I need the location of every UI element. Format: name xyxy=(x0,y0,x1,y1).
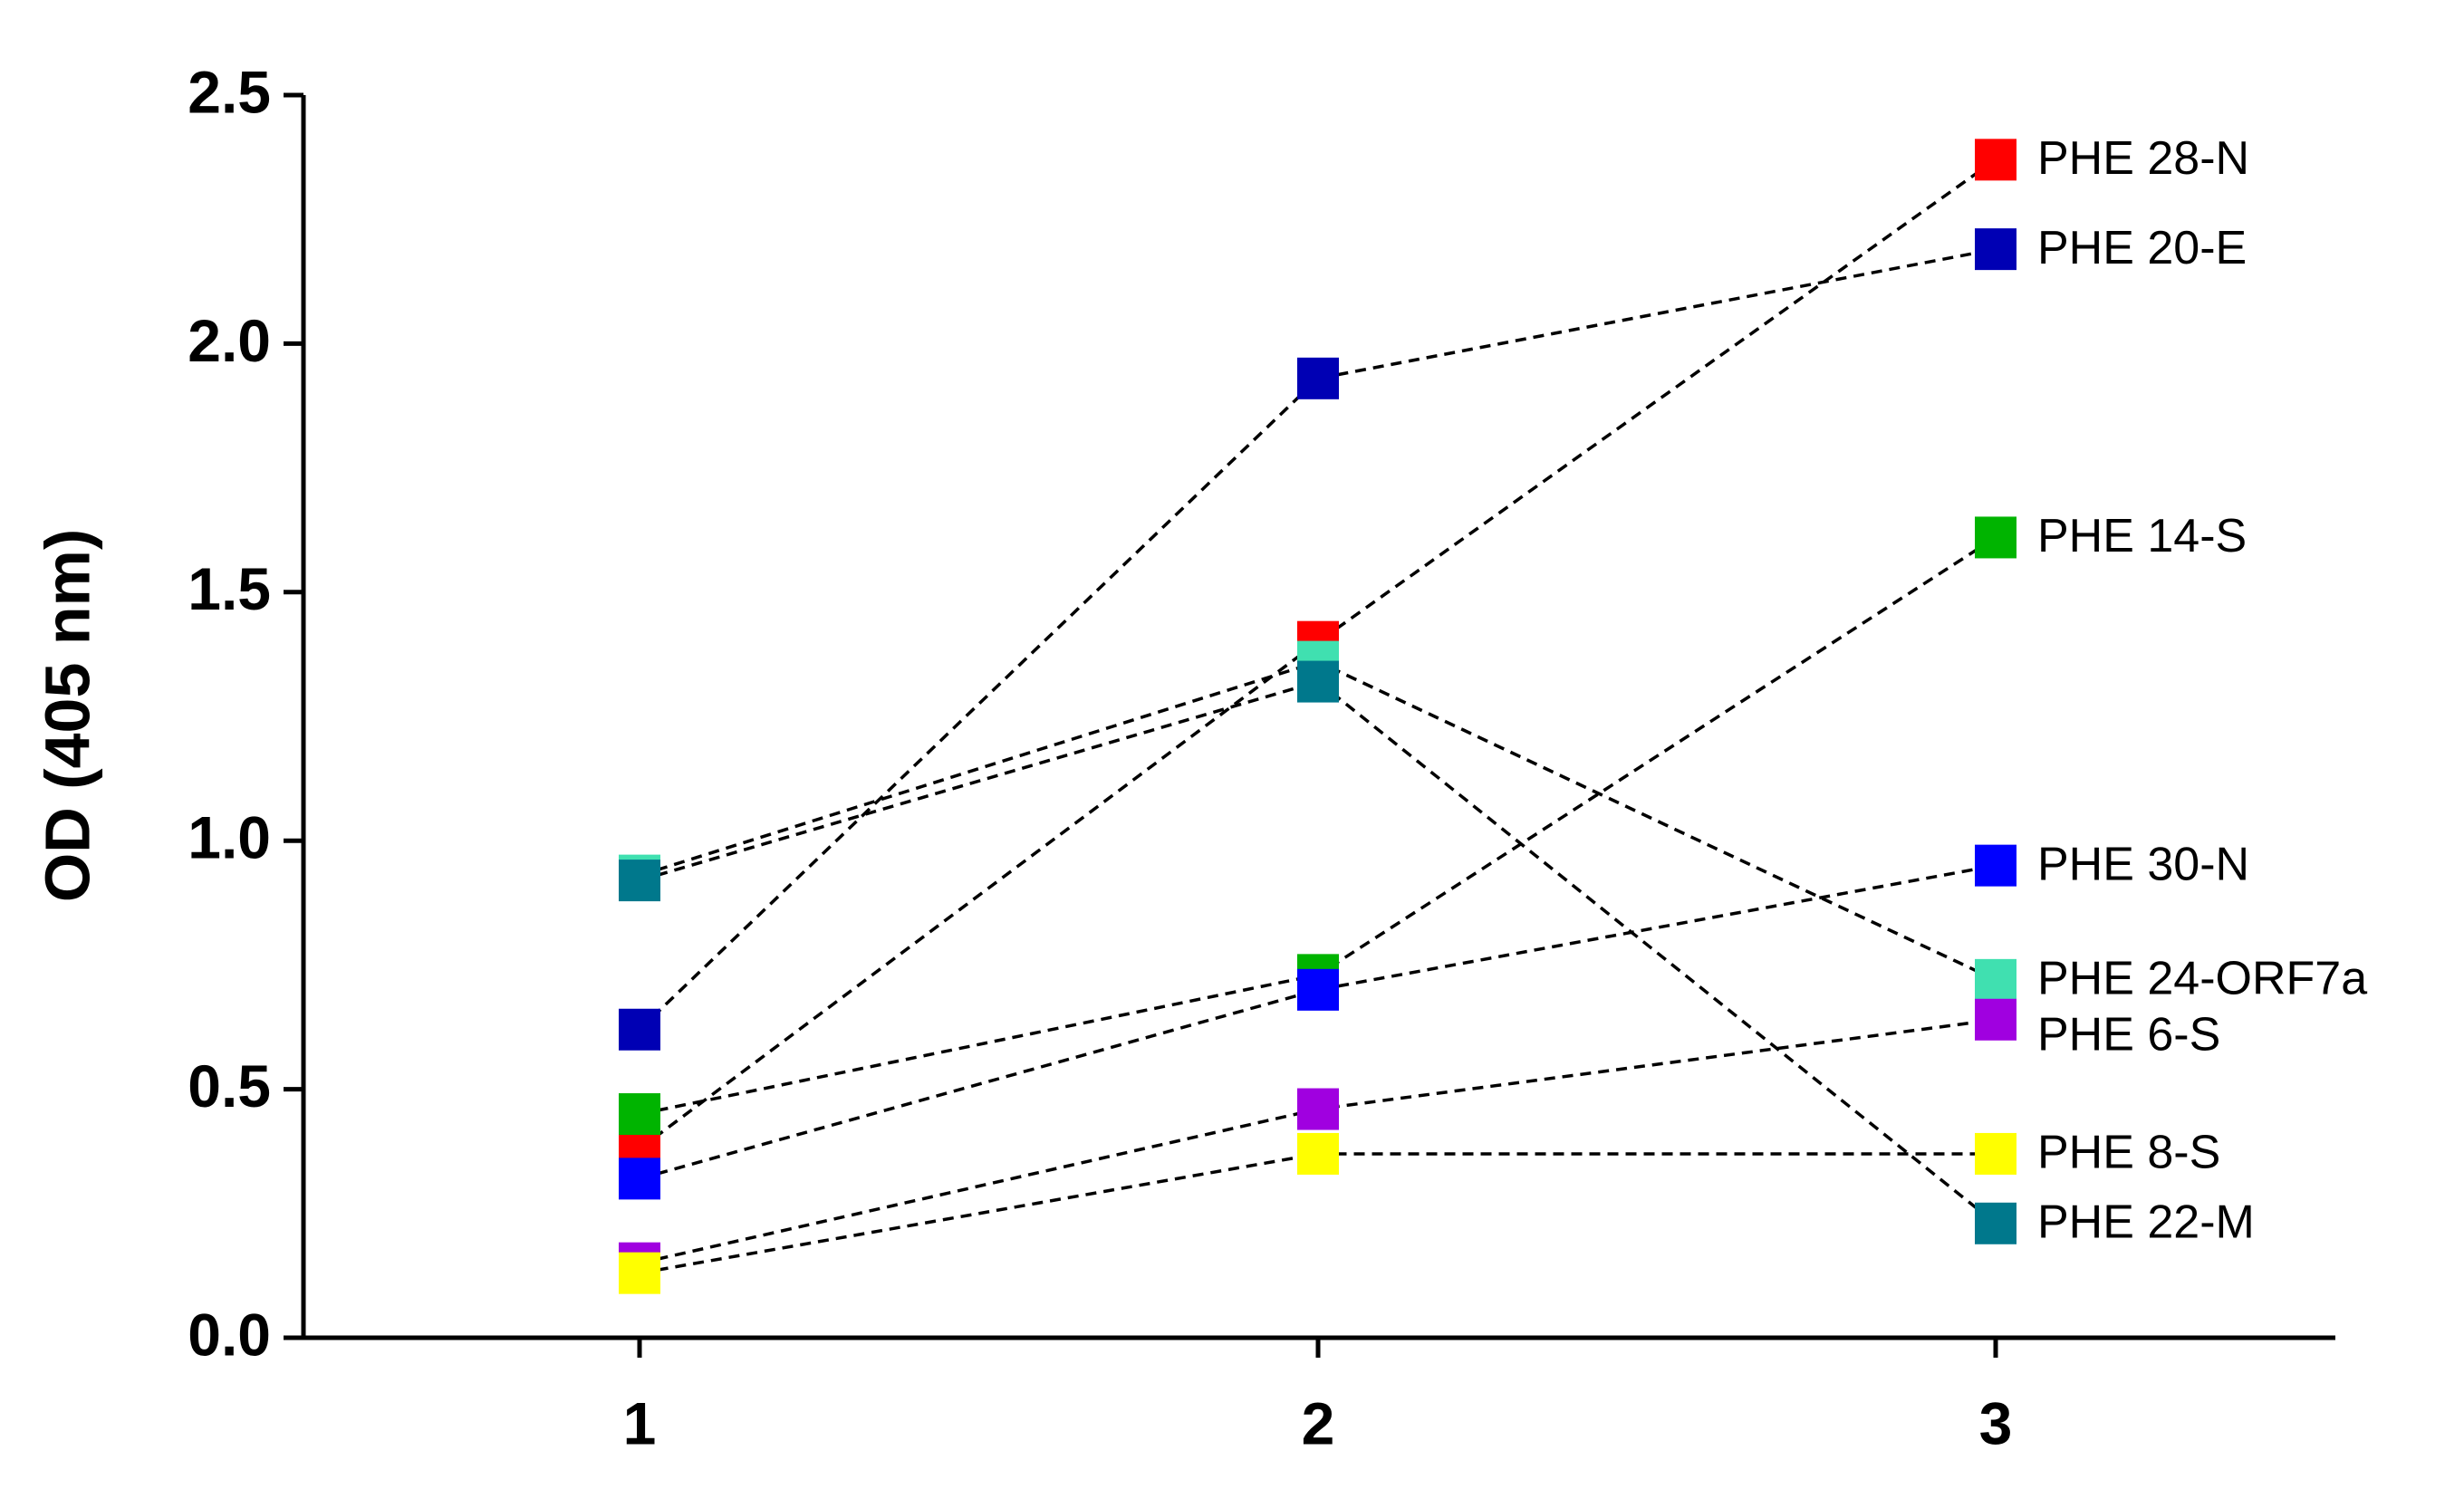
marker xyxy=(619,1252,660,1294)
y-tick-label: 1.0 xyxy=(188,804,271,871)
series-label: PHE 22-M xyxy=(2037,1196,2255,1249)
series-line xyxy=(638,247,1997,1032)
marker xyxy=(1975,516,2016,559)
y-tick-label: 0.5 xyxy=(188,1052,271,1119)
marker xyxy=(1297,1088,1339,1130)
marker xyxy=(1975,998,2016,1041)
markers xyxy=(619,139,2016,1294)
y-tick-label: 2.5 xyxy=(188,58,271,125)
series-label: PHE 6-S xyxy=(2037,1009,2220,1062)
marker xyxy=(619,1158,660,1200)
marker xyxy=(1975,958,2016,1001)
marker xyxy=(619,1008,660,1051)
y-tick-label: 2.0 xyxy=(188,307,271,374)
series-label: PHE 30-N xyxy=(2037,838,2249,890)
y-axis-title: OD (405 nm) xyxy=(32,529,102,902)
x-tick-label: 1 xyxy=(623,1389,657,1456)
marker xyxy=(1975,1132,2016,1175)
marker xyxy=(1297,357,1339,399)
marker xyxy=(1297,968,1339,1011)
series-line xyxy=(639,659,1997,982)
marker xyxy=(1975,228,2016,271)
series-label: PHE 14-S xyxy=(2037,510,2247,562)
marker xyxy=(1975,1202,2016,1244)
marker xyxy=(1975,139,2016,181)
series-line xyxy=(638,158,1997,1150)
y-tick-label: 1.5 xyxy=(188,555,271,622)
series-label: PHE 8-S xyxy=(2037,1127,2220,1179)
series-label: PHE 24-ORF7a xyxy=(2037,953,2367,1005)
x-tick-label: 3 xyxy=(1979,1389,2013,1456)
series-label: PHE 20-E xyxy=(2037,222,2247,274)
y-tick-label: 0.0 xyxy=(188,1301,271,1368)
marker xyxy=(1297,660,1339,703)
marker xyxy=(1975,844,2016,887)
series-label: PHE 28-N xyxy=(2037,132,2249,185)
x-tick-label: 2 xyxy=(1302,1389,1335,1456)
series-line xyxy=(639,863,1997,1181)
marker xyxy=(619,1093,660,1136)
marker xyxy=(619,860,660,902)
marker xyxy=(1297,1132,1339,1175)
